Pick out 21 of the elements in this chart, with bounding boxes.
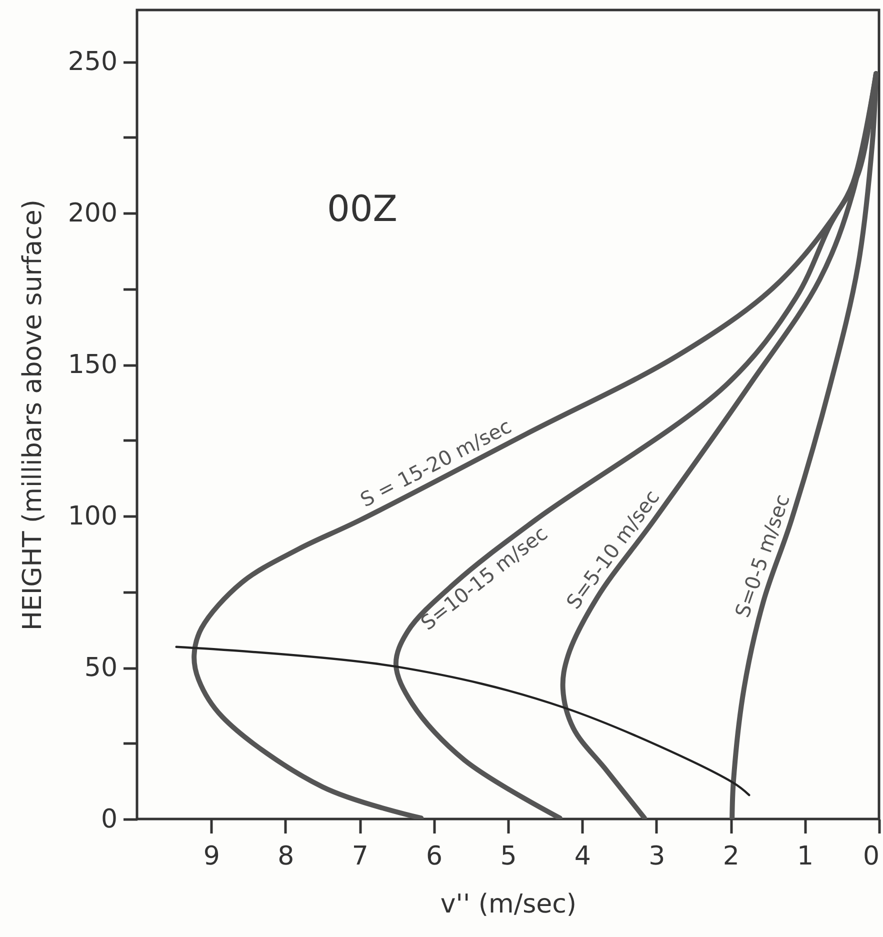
y-tick-label: 150 xyxy=(68,350,118,380)
y-tick-label: 50 xyxy=(84,653,118,683)
y-axis-title: HEIGHT (millibars above surface) xyxy=(18,199,48,631)
x-tick-label: 5 xyxy=(500,842,517,872)
x-tick-label: 7 xyxy=(352,842,368,872)
x-axis-title: v'' (m/sec) xyxy=(440,890,577,920)
x-tick-label: 4 xyxy=(574,842,591,872)
annotation: 00Z xyxy=(327,189,398,230)
x-tick-label: 9 xyxy=(203,842,220,872)
y-tick-label: 250 xyxy=(68,47,118,78)
x-tick-label: 1 xyxy=(797,842,814,872)
x-tick-label: 8 xyxy=(278,842,294,872)
x-tick-label: 2 xyxy=(722,842,740,872)
x-tick-label: 6 xyxy=(426,842,443,872)
y-tick-label: 100 xyxy=(68,502,118,532)
y-tick-label: 200 xyxy=(68,198,118,229)
line-series xyxy=(175,646,750,796)
y-tick-label: 0 xyxy=(100,804,118,834)
x-tick-label: 3 xyxy=(648,842,666,872)
text: S=0-5 m/sec xyxy=(730,491,794,620)
x-tick-label: 0 xyxy=(862,842,880,872)
